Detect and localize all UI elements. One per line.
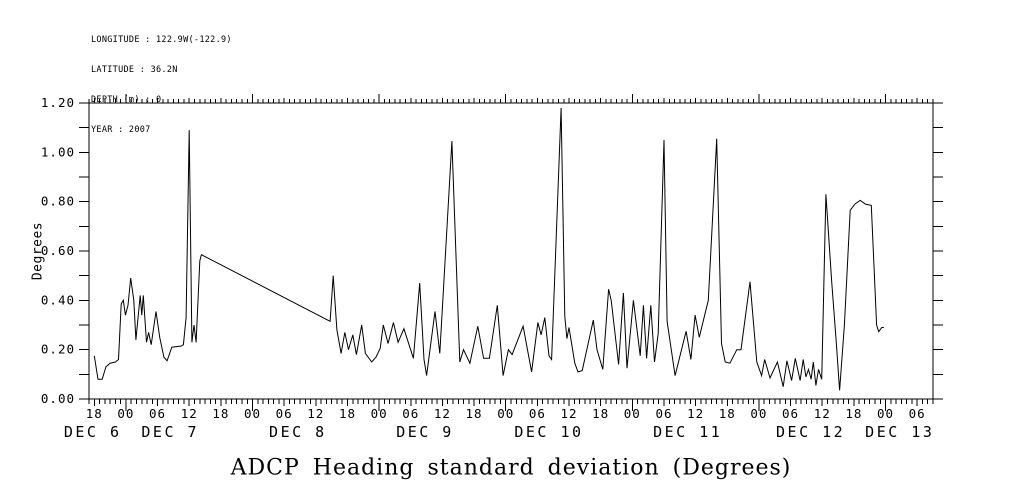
y-tick-label: 0.60	[41, 243, 75, 258]
x-hour-label: 12	[307, 406, 324, 421]
x-hour-label: 06	[782, 406, 799, 421]
x-date-label: DEC 11	[653, 423, 722, 441]
y-tick-label: 1.00	[41, 144, 75, 159]
x-hour-label: 06	[276, 406, 293, 421]
x-date-label: DEC 13	[865, 423, 934, 441]
x-date-label: DEC 12	[776, 423, 845, 441]
x-hour-label: 12	[434, 406, 451, 421]
x-hour-label: 18	[212, 406, 229, 421]
y-tick-label: 1.20	[41, 95, 75, 110]
x-hour-label: 06	[402, 406, 419, 421]
x-date-label: DEC 7	[141, 423, 199, 441]
x-hour-label: 06	[149, 406, 166, 421]
x-hour-label: 06	[909, 406, 926, 421]
x-hour-label: 18	[466, 406, 483, 421]
x-hour-label: 00	[117, 406, 134, 421]
y-tick-label: 0.80	[41, 194, 75, 209]
x-hour-label: 06	[529, 406, 546, 421]
x-hour-label: 18	[339, 406, 356, 421]
x-hour-label: 18	[592, 406, 609, 421]
x-hour-label: 00	[497, 406, 514, 421]
y-axis-title: Degrees	[30, 221, 46, 281]
x-hour-label: 00	[624, 406, 641, 421]
x-hour-label: 00	[244, 406, 261, 421]
x-hour-label: 18	[86, 406, 103, 421]
y-tick-label: 0.40	[41, 292, 75, 307]
x-hour-label: 12	[687, 406, 704, 421]
chart-title: ADCP Heading standard deviation (Degrees…	[230, 455, 792, 481]
data-line	[93, 107, 884, 391]
year-label: YEAR : 2007	[91, 125, 151, 135]
y-tick-label: 0.20	[41, 342, 75, 357]
plot-frame	[88, 102, 934, 400]
x-date-label: DEC 6	[64, 423, 122, 441]
latitude-label: LATITUDE : 36.2N	[91, 65, 178, 75]
x-hour-label: 18	[845, 406, 862, 421]
x-hour-label: 12	[181, 406, 198, 421]
x-hour-label: 12	[814, 406, 831, 421]
x-date-label: DEC 9	[396, 423, 454, 441]
x-hour-label: 00	[750, 406, 767, 421]
x-date-label: DEC 8	[269, 423, 327, 441]
y-tick-label: 0.00	[41, 391, 75, 406]
x-hour-label: 06	[655, 406, 672, 421]
x-hour-label: 00	[877, 406, 894, 421]
longitude-label: LONGITUDE : 122.9W(-122.9)	[91, 35, 232, 45]
x-hour-label: 00	[371, 406, 388, 421]
x-hour-label: 18	[719, 406, 736, 421]
x-date-label: DEC 10	[514, 423, 583, 441]
x-hour-label: 12	[560, 406, 577, 421]
